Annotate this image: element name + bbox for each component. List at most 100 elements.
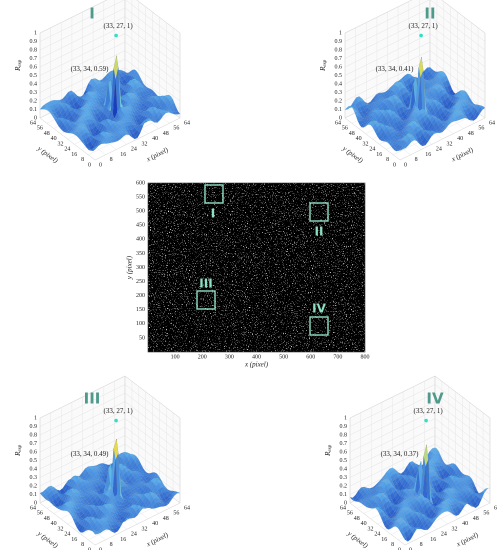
surface-patch — [397, 114, 402, 120]
z-tick-label: 0.7 — [335, 56, 343, 62]
z-tick-label: 0.1 — [335, 107, 343, 113]
surface-patch — [441, 85, 447, 92]
surface-patch — [83, 104, 89, 107]
surface-patch — [428, 107, 434, 115]
y-tick-label: 550 — [136, 194, 145, 200]
z-tick-label: 1 — [344, 415, 347, 421]
surface-patch — [79, 109, 85, 115]
surface-patch — [415, 121, 421, 126]
y-axis-label: y (pixel) — [345, 529, 370, 550]
y-tick-label: 32 — [363, 141, 369, 147]
x-axis-label: x (pixel) — [144, 146, 170, 164]
surface-patch — [45, 101, 51, 105]
surface-patch — [442, 81, 448, 88]
surface-patch — [392, 85, 398, 93]
surface-patch — [41, 105, 47, 110]
surface-patch — [114, 111, 120, 121]
panel-label: IV — [426, 390, 444, 408]
z-tick-label: 0.3 — [340, 475, 348, 481]
surface-patch — [83, 99, 89, 106]
surface-patch — [101, 113, 107, 121]
second-peak-label: (33, 34, 0.37) — [381, 450, 420, 458]
z-axis-label-sub: exp — [18, 444, 23, 451]
surface-patch — [79, 116, 85, 120]
x-axis-label: x (pixel) — [449, 146, 475, 164]
y-tick-label: 16 — [381, 537, 387, 543]
surface-patch — [98, 134, 104, 142]
surface-patch — [437, 100, 443, 105]
surface-patch — [433, 89, 439, 97]
grid-line — [39, 0, 181, 42]
surface-patch — [403, 122, 409, 127]
y-tick-label: 400 — [136, 237, 145, 243]
z-tick-label: 1 — [34, 30, 37, 36]
surface-patch — [92, 145, 99, 150]
surface-patch — [432, 96, 438, 100]
surface-patch — [84, 94, 90, 101]
surface-patch — [460, 92, 466, 96]
y-tick-label: 0 — [88, 162, 91, 168]
surface-patch — [420, 70, 426, 111]
z-axis-label: Rexp — [319, 59, 329, 72]
z-tick-label: 0.9 — [335, 39, 343, 45]
surface-patch — [442, 109, 448, 115]
z-axis-label: Rexp — [14, 444, 24, 457]
y-axis-label: y (pixel) — [126, 255, 134, 280]
surface-patch — [54, 117, 60, 123]
surface-patch — [60, 122, 65, 131]
surface-patch — [161, 110, 166, 117]
y-tick-label: 24 — [374, 532, 380, 538]
surface-patch — [428, 87, 434, 92]
surface-patch — [396, 81, 402, 83]
surface-patch — [129, 109, 135, 116]
peak-marker — [419, 33, 423, 38]
z-tick-label: 0.6 — [335, 64, 343, 70]
surface-patch — [105, 79, 111, 83]
surface-patch — [78, 98, 84, 107]
x-tick-label: 48 — [473, 516, 479, 522]
roi-label: II — [315, 225, 324, 239]
y-tick-label: 40 — [361, 521, 367, 527]
x-tick-label: 800 — [361, 354, 370, 360]
surface-patch — [439, 86, 445, 91]
surface-patch — [366, 109, 372, 114]
surface-patch — [131, 105, 137, 110]
surface-patch — [83, 144, 89, 150]
y-tick-label: 32 — [58, 526, 64, 532]
surface-patch — [118, 120, 124, 123]
x-tick-label: 8 — [420, 542, 423, 548]
y-tick-label: 24 — [369, 147, 375, 153]
surface-patch — [388, 95, 394, 102]
y-tick-label: 32 — [58, 141, 64, 147]
z-tick-label: 0.5 — [30, 458, 38, 464]
speckle — [148, 183, 365, 352]
surface-patch — [389, 119, 395, 126]
z-tick-label: 0.3 — [30, 475, 38, 481]
surface-patch — [400, 101, 405, 107]
surface-patch — [373, 105, 379, 109]
grid-line — [39, 0, 181, 34]
x-tick-label: 24 — [441, 532, 447, 538]
z-tick-label: 0.7 — [30, 441, 38, 447]
surface-patch — [171, 103, 177, 109]
surface-patch — [359, 105, 365, 112]
surface-patch — [393, 129, 399, 134]
surface-patch — [162, 109, 167, 112]
surface-patch — [404, 73, 410, 81]
z-axis-label-sub: exp — [323, 59, 328, 66]
x-tick-label: 500 — [279, 354, 288, 360]
surface-patch — [55, 109, 61, 117]
z-tick-label: 0.1 — [340, 492, 348, 498]
surface-patch — [74, 131, 80, 137]
peak-marker — [424, 418, 428, 423]
x-tick-label: 40 — [152, 136, 158, 142]
z-tick-label: 0.5 — [335, 73, 343, 79]
surface-patch — [51, 108, 56, 114]
surface-patch — [477, 107, 483, 115]
surface-patch — [114, 132, 120, 136]
surface-patch — [159, 95, 165, 100]
z-tick-label: 1 — [34, 415, 37, 421]
surface-patch — [45, 108, 51, 112]
surface-patch — [133, 97, 139, 104]
surface-patch — [410, 120, 416, 122]
